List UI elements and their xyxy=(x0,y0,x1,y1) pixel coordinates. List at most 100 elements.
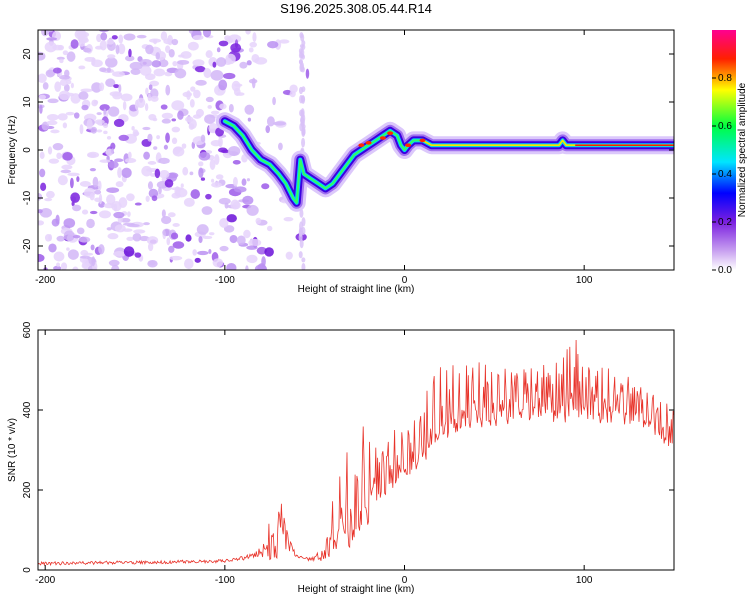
noise-blob xyxy=(154,168,161,179)
noise-blob xyxy=(56,235,65,242)
noise-blob xyxy=(212,258,224,268)
noise-blob xyxy=(266,116,275,127)
noise-blob xyxy=(54,81,62,93)
ridge-hotspot xyxy=(419,138,426,143)
noise-blob xyxy=(158,59,169,68)
noise-blob xyxy=(94,189,102,195)
noise-blob xyxy=(218,40,229,47)
noise-blob xyxy=(211,178,215,183)
noise-blob xyxy=(131,125,135,131)
noise-blob xyxy=(120,217,131,223)
y-tick-label: 20 xyxy=(22,48,33,60)
noise-blob xyxy=(219,245,229,252)
noise-blob xyxy=(218,79,228,91)
noise-blob xyxy=(48,243,57,253)
noise-blob xyxy=(300,119,305,127)
noise-blob xyxy=(182,166,189,176)
noise-blob xyxy=(113,118,125,128)
noise-blob xyxy=(59,79,68,87)
noise-blob xyxy=(301,86,306,93)
noise-blob xyxy=(99,82,105,91)
noise-blob xyxy=(38,192,43,201)
noise-blob xyxy=(122,101,127,111)
noise-blob xyxy=(120,93,133,102)
noise-blob xyxy=(185,234,192,242)
noise-blob xyxy=(214,154,220,165)
noise-blob xyxy=(172,241,185,249)
noise-blob xyxy=(125,55,135,62)
noise-blob xyxy=(38,51,46,61)
noise-blob xyxy=(105,57,118,68)
noise-blob xyxy=(195,79,207,86)
noise-blob xyxy=(103,130,108,135)
noise-blob xyxy=(108,160,119,169)
noise-blob xyxy=(189,98,195,108)
noise-blob xyxy=(177,110,184,120)
noise-blob xyxy=(208,249,212,255)
noise-blob xyxy=(301,137,306,148)
noise-blob xyxy=(46,114,59,121)
noise-blob xyxy=(79,124,84,135)
ridge-hotspot xyxy=(387,131,394,135)
noise-blob xyxy=(200,177,206,181)
noise-blob xyxy=(151,60,162,68)
noise-blob xyxy=(210,110,220,115)
noise-blob xyxy=(64,69,70,78)
noise-blob xyxy=(76,176,80,183)
ridge-hotspot xyxy=(358,143,365,147)
noise-blob xyxy=(118,34,124,44)
noise-blob xyxy=(112,91,123,100)
noise-blob xyxy=(102,122,109,128)
noise-blob xyxy=(38,220,45,226)
noise-blob xyxy=(74,30,87,40)
noise-blob xyxy=(39,207,53,218)
noise-blob xyxy=(99,40,107,51)
x-tick-label: -100 xyxy=(215,275,235,286)
noise-blob xyxy=(38,94,47,100)
noise-blob xyxy=(148,113,157,121)
noise-blob xyxy=(81,209,89,215)
noise-blob xyxy=(187,41,199,51)
noise-blob xyxy=(195,108,204,117)
noise-blob xyxy=(172,223,180,227)
noise-blob xyxy=(126,223,140,228)
ridge-hotspot xyxy=(405,143,412,147)
noise-blob xyxy=(209,159,216,170)
noise-blob xyxy=(198,236,203,244)
noise-blob xyxy=(194,257,201,263)
noise-blob xyxy=(115,44,120,55)
noise-blob xyxy=(234,186,247,193)
noise-blob xyxy=(228,34,242,43)
noise-blob xyxy=(185,116,194,123)
noise-blob xyxy=(145,87,149,95)
noise-blob xyxy=(67,172,80,177)
noise-blob xyxy=(127,211,131,217)
noise-blob xyxy=(99,67,107,72)
noise-blob xyxy=(128,48,132,58)
noise-blob xyxy=(67,249,79,260)
noise-blob xyxy=(242,195,254,205)
noise-blob xyxy=(299,221,304,232)
noise-blob xyxy=(78,40,86,47)
noise-blob xyxy=(106,227,112,231)
noise-blob xyxy=(56,262,60,267)
noise-blob xyxy=(57,175,68,186)
noise-blob xyxy=(99,210,111,219)
noise-blob xyxy=(124,158,137,164)
noise-blob xyxy=(48,234,53,242)
noise-blob xyxy=(219,218,229,228)
noise-blob xyxy=(87,153,97,158)
noise-blob xyxy=(208,232,215,236)
noise-blob xyxy=(96,129,103,133)
noise-blob xyxy=(146,236,159,245)
noise-blob xyxy=(299,109,304,117)
noise-blob xyxy=(139,65,152,76)
noise-blob xyxy=(115,181,124,188)
noise-blob xyxy=(215,174,224,180)
noise-blob xyxy=(106,135,112,140)
noise-blob xyxy=(147,133,153,142)
noise-blob xyxy=(243,229,251,239)
noise-blob xyxy=(90,126,98,134)
